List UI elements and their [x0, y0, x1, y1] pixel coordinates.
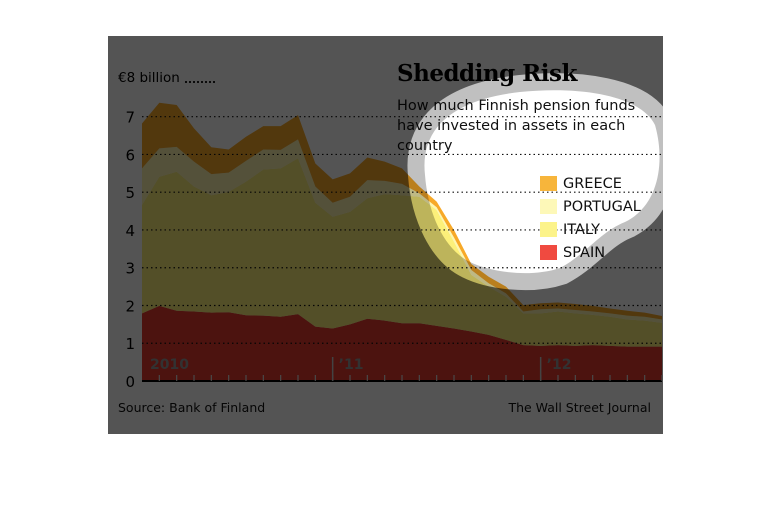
legend-item-italy: ITALY [540, 218, 641, 241]
legend-swatch [540, 176, 557, 191]
legend-swatch [540, 199, 557, 214]
y-tick-label: 7 [125, 109, 135, 127]
legend-item-portugal: PORTUGAL [540, 195, 641, 218]
x-year-label: ’12 [547, 357, 572, 373]
unit-gridline [185, 81, 215, 83]
legend-label: ITALY [563, 221, 600, 238]
y-tick-label: 3 [125, 260, 135, 278]
y-tick-label: 6 [125, 146, 135, 164]
legend-label: PORTUGAL [563, 198, 641, 215]
chart-subtitle: How much Finnish pension funds have inve… [397, 98, 636, 154]
y-tick-label: 2 [125, 297, 135, 315]
legend-item-greece: GREECE [540, 172, 641, 195]
source-note: Source: Bank of Finland [118, 400, 266, 415]
y-tick-label: 0 [125, 373, 135, 391]
legend-item-spain: SPAIN [540, 241, 641, 264]
legend: GREECE PORTUGAL ITALY SPAIN [540, 172, 641, 264]
unit-label: €8 billion [118, 70, 180, 86]
y-tick-label: 5 [125, 184, 135, 202]
legend-label: SPAIN [563, 244, 606, 261]
legend-swatch [540, 222, 557, 237]
y-tick-label: 1 [125, 335, 135, 353]
x-year-label: ’11 [339, 357, 364, 373]
x-year-label: 2010 [150, 357, 189, 373]
legend-swatch [540, 245, 557, 260]
y-tick-label: 4 [125, 222, 135, 240]
legend-label: GREECE [563, 175, 622, 192]
credit-note: The Wall Street Journal [508, 400, 651, 415]
chart-title: Shedding Risk [397, 60, 577, 87]
